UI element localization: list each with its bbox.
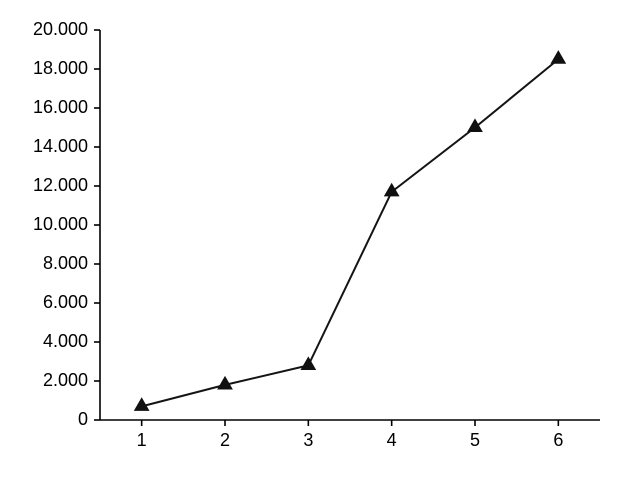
y-tick-label: 18.000 xyxy=(33,58,88,78)
x-tick-label: 3 xyxy=(303,430,313,450)
y-tick-label: 4.000 xyxy=(43,331,88,351)
x-tick-label: 5 xyxy=(470,430,480,450)
y-tick-label: 20.000 xyxy=(33,19,88,39)
x-tick-label: 2 xyxy=(220,430,230,450)
y-tick-label: 6.000 xyxy=(43,292,88,312)
x-tick-label: 1 xyxy=(137,430,147,450)
y-tick-label: 8.000 xyxy=(43,253,88,273)
y-tick-label: 12.000 xyxy=(33,175,88,195)
chart-background xyxy=(0,0,640,500)
ionisation-energy-chart: Energi Ionisasi (kJ/mol) Ionisasi ke - n… xyxy=(0,0,640,500)
x-tick-label: 4 xyxy=(387,430,397,450)
chart-svg: 0 2.000 4.000 6.000 8.000 10.000 12.000 14.000 1… xyxy=(0,0,640,500)
y-tick-label: 0 xyxy=(78,409,88,429)
y-tick-label: 14.000 xyxy=(33,136,88,156)
y-tick-label: 2.000 xyxy=(43,370,88,390)
x-tick-label: 6 xyxy=(553,430,563,450)
y-tick-label: 10.000 xyxy=(33,214,88,234)
y-tick-label: 16.000 xyxy=(33,97,88,117)
